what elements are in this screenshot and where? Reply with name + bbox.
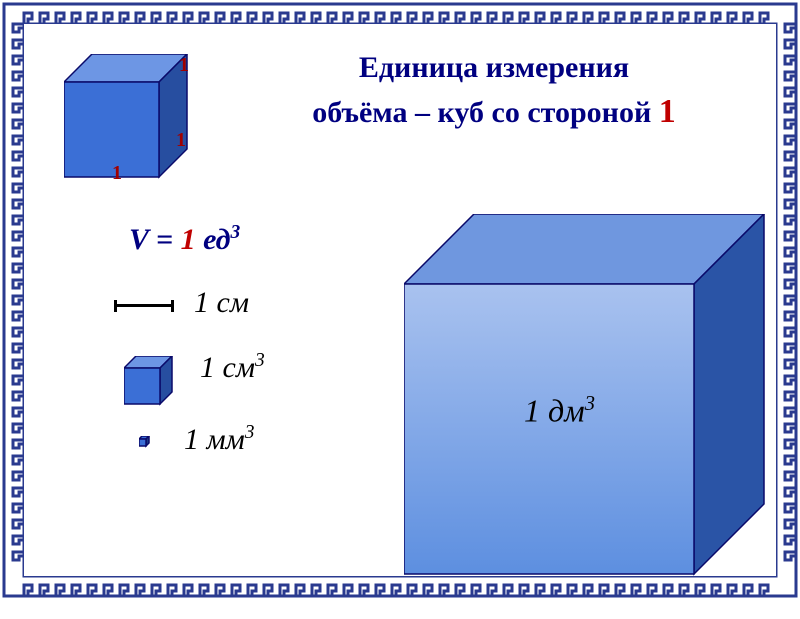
title: Единица измерения объёма – куб со сторон… xyxy=(204,48,784,134)
edge-label-right: 1 xyxy=(176,129,186,152)
cube-1cm3 xyxy=(124,356,184,421)
unit-cube-small xyxy=(64,54,214,209)
cube-1mm3 xyxy=(139,436,153,455)
volume-formula: V = 1 ед3 xyxy=(129,222,240,257)
edge-label-top: 1 xyxy=(179,54,189,77)
title-line2: объёма – куб со стороной 1 xyxy=(204,89,784,135)
label-1cm: 1 см xyxy=(194,286,249,320)
label-1mm3: 1 мм3 xyxy=(184,422,255,457)
title-line1: Единица измерения xyxy=(204,48,784,89)
segment-1cm xyxy=(114,304,174,307)
edge-label-bottom: 1 xyxy=(112,162,122,185)
slide-content: Единица измерения объёма – куб со сторон… xyxy=(24,24,776,576)
cube-1dm3 xyxy=(404,214,800,619)
label-1cm3: 1 см3 xyxy=(200,350,265,385)
label-1dm3: 1 дм3 xyxy=(524,392,595,430)
